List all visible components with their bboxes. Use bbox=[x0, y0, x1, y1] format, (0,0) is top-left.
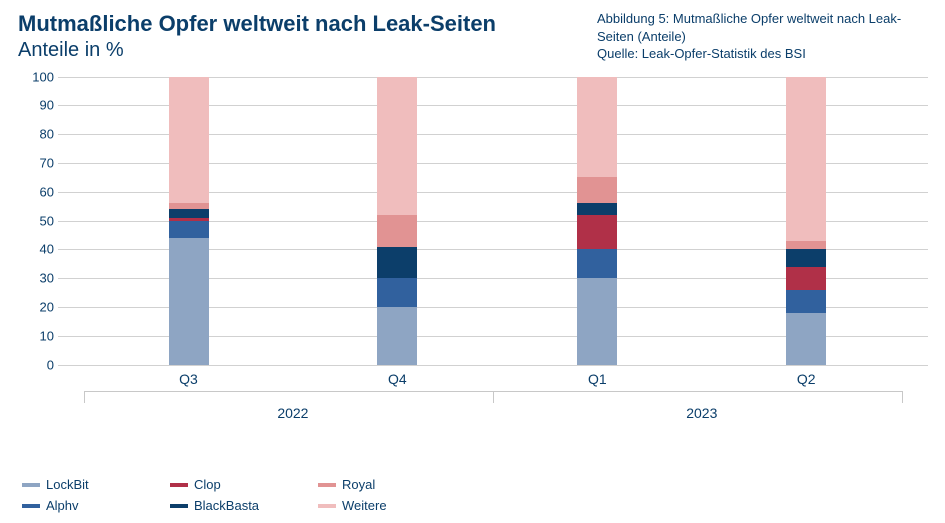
bar bbox=[169, 77, 209, 365]
caption-line-2: Quelle: Leak-Opfer-Statistik des BSI bbox=[597, 45, 927, 63]
y-tick-label: 10 bbox=[26, 328, 54, 343]
bar-segment-alphv bbox=[377, 278, 417, 307]
legend-swatch bbox=[22, 504, 40, 508]
legend-item-royal: Royal bbox=[318, 477, 438, 492]
bar bbox=[577, 77, 617, 365]
bar-segment-royal bbox=[377, 215, 417, 247]
chart-title: Mutmaßliche Opfer weltweit nach Leak-Sei… bbox=[18, 10, 496, 38]
figure-caption: Abbildung 5: Mutmaßliche Opfer weltweit … bbox=[597, 10, 927, 63]
bar-segment-weitere bbox=[577, 77, 617, 178]
legend-row: LockBit Clop Royal bbox=[22, 477, 438, 492]
legend-label: Clop bbox=[194, 477, 221, 492]
y-tick-label: 30 bbox=[26, 271, 54, 286]
legend-item-blackbasta: BlackBasta bbox=[170, 498, 290, 513]
grid-line bbox=[58, 365, 928, 366]
y-tick-label: 90 bbox=[26, 98, 54, 113]
bar-segment-weitere bbox=[169, 77, 209, 204]
legend-item-weitere: Weitere bbox=[318, 498, 438, 513]
bar-segment-alphv bbox=[786, 290, 826, 313]
bar-segment-alphv bbox=[169, 221, 209, 238]
y-tick-label: 100 bbox=[26, 69, 54, 84]
legend-swatch bbox=[22, 483, 40, 487]
x-tick-label: Q4 bbox=[388, 371, 407, 387]
title-block: Mutmaßliche Opfer weltweit nach Leak-Sei… bbox=[18, 10, 496, 63]
bar-segment-royal bbox=[577, 177, 617, 203]
y-tick-label: 20 bbox=[26, 300, 54, 315]
legend-swatch bbox=[170, 504, 188, 508]
legend-swatch bbox=[170, 483, 188, 487]
bar-segment-lockbit bbox=[169, 238, 209, 365]
legend-swatch bbox=[318, 504, 336, 508]
x-tick-label: Q2 bbox=[797, 371, 816, 387]
bar-segment-clop bbox=[786, 267, 826, 290]
y-tick-label: 50 bbox=[26, 213, 54, 228]
bar bbox=[786, 77, 826, 365]
bar-segment-lockbit bbox=[377, 307, 417, 365]
legend-item-alphv: Alphv bbox=[22, 498, 142, 513]
bar bbox=[377, 77, 417, 365]
legend-label: BlackBasta bbox=[194, 498, 259, 513]
bar-segment-blackbasta bbox=[377, 247, 417, 279]
legend-row: Alphv BlackBasta Weitere bbox=[22, 498, 438, 513]
y-tick-label: 0 bbox=[26, 357, 54, 372]
bar-segment-lockbit bbox=[786, 313, 826, 365]
y-tick-label: 80 bbox=[26, 127, 54, 142]
x-tick-label: Q3 bbox=[179, 371, 198, 387]
chart-subtitle: Anteile in % bbox=[18, 38, 496, 63]
x-axis-year-groups: 20222023 bbox=[58, 391, 928, 427]
bar-segment-weitere bbox=[377, 77, 417, 215]
y-tick-label: 40 bbox=[26, 242, 54, 257]
year-group: 2023 bbox=[58, 391, 928, 427]
bar-segment-blackbasta bbox=[786, 249, 826, 266]
legend-label: Alphv bbox=[46, 498, 79, 513]
legend-item-clop: Clop bbox=[170, 477, 290, 492]
bar-segment-clop bbox=[169, 218, 209, 221]
y-tick-label: 60 bbox=[26, 184, 54, 199]
year-group-label: 2023 bbox=[686, 405, 717, 421]
y-tick-label: 70 bbox=[26, 156, 54, 171]
bar-segment-blackbasta bbox=[169, 209, 209, 218]
legend-label: Weitere bbox=[342, 498, 387, 513]
bar-segment-blackbasta bbox=[577, 203, 617, 215]
plot-area: 0102030405060708090100Q3Q4Q1Q2 bbox=[58, 77, 928, 365]
legend-swatch bbox=[318, 483, 336, 487]
bar-segment-alphv bbox=[577, 249, 617, 278]
bar-segment-lockbit bbox=[577, 278, 617, 364]
bar-segment-weitere bbox=[786, 77, 826, 241]
header: Mutmaßliche Opfer weltweit nach Leak-Sei… bbox=[18, 10, 927, 63]
legend-label: Royal bbox=[342, 477, 375, 492]
bar-segment-royal bbox=[786, 241, 826, 250]
legend-label: LockBit bbox=[46, 477, 89, 492]
bar-segment-clop bbox=[577, 215, 617, 250]
chart: 0102030405060708090100Q3Q4Q1Q2 20222023 bbox=[48, 69, 927, 399]
x-tick-label: Q1 bbox=[588, 371, 607, 387]
legend-item-lockbit: LockBit bbox=[22, 477, 142, 492]
legend: LockBit Clop Royal Alphv BlackBasta Weitere bbox=[22, 477, 438, 513]
page: Mutmaßliche Opfer weltweit nach Leak-Sei… bbox=[0, 0, 945, 523]
caption-line-1: Abbildung 5: Mutmaßliche Opfer weltweit … bbox=[597, 10, 927, 45]
bar-segment-royal bbox=[169, 203, 209, 209]
